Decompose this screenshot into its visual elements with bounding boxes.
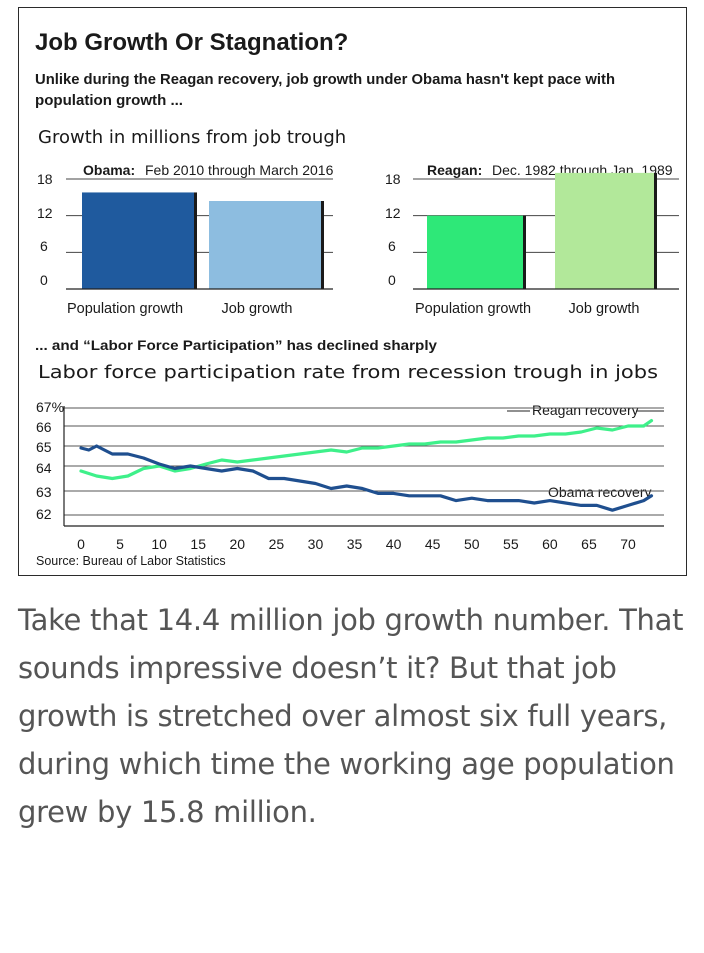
obama-category-jobs: Job growth [222, 301, 293, 317]
line-xtick-20: 20 [230, 536, 246, 552]
reagan-category-population: Population growth [415, 301, 531, 317]
obama-bar-population [82, 192, 194, 289]
reagan-line-label: Reagan recovery [532, 402, 639, 418]
obama-category-population: Population growth [67, 301, 183, 317]
reagan-bar-edge-jobs [654, 172, 657, 289]
obama-recovery-line [79, 444, 654, 512]
obama-panel-title: Feb 2010 through March 2016 [145, 162, 334, 178]
reagan-ytick-0: 0 [388, 272, 396, 288]
line-chart-panel: 67% 66 65 64 63 62 Reagan recovery Obama… [36, 399, 664, 552]
line-xtick-70: 70 [620, 536, 636, 552]
line-xtick-35: 35 [347, 536, 363, 552]
chart-figure: Job Growth Or Stagnation? Unlike during … [18, 7, 687, 576]
obama-bar-edge-jobs [321, 201, 324, 289]
obama-bar-edge-population [194, 192, 197, 289]
line-ytick-67: 67% [36, 399, 64, 415]
reagan-ytick-18: 18 [385, 171, 401, 187]
line-xtick-65: 65 [581, 536, 597, 552]
reagan-bar-population [427, 215, 523, 289]
line-ytick-62: 62 [36, 506, 52, 522]
obama-bar-jobs [209, 201, 321, 289]
obama-bar-panel: 18 12 6 0 Obama: Feb 2010 through March … [37, 162, 334, 317]
section2-subtitle: Labor force participation rate from rece… [38, 362, 658, 383]
source-note: Source: Bureau of Labor Statistics [36, 554, 226, 568]
line-ytick-65: 65 [36, 439, 52, 455]
bars-unit-label: Growth in millions from job trough [38, 127, 346, 148]
obama-panel-title-bold: Obama: [83, 162, 135, 178]
line-ytick-64: 64 [36, 460, 52, 476]
reagan-bar-jobs [555, 172, 654, 289]
section2-title: ... and “Labor Force Participation” has … [35, 337, 437, 353]
line-ytick-66: 66 [36, 419, 52, 435]
reagan-ytick-6: 6 [388, 238, 396, 254]
line-xtick-0: 0 [77, 536, 85, 552]
obama-ytick-0: 0 [40, 272, 48, 288]
reagan-ytick-12: 12 [385, 205, 401, 221]
figure-subtitle-line2: population growth ... [35, 93, 183, 109]
reagan-bar-panel: 18 12 6 0 Reagan: Dec. 1982 through Jan.… [385, 162, 679, 317]
obama-ytick-12: 12 [37, 205, 53, 221]
reagan-category-jobs: Job growth [569, 301, 640, 317]
obama-ytick-6: 6 [40, 238, 48, 254]
obama-ytick-18: 18 [37, 171, 53, 187]
line-xtick-50: 50 [464, 536, 480, 552]
obama-line-label: Obama recovery [548, 484, 651, 500]
line-xtick-55: 55 [503, 536, 519, 552]
line-xtick-10: 10 [151, 536, 167, 552]
line-xtick-30: 30 [308, 536, 324, 552]
line-xtick-45: 45 [425, 536, 441, 552]
article-caption: Take that 14.4 million job growth number… [18, 603, 684, 829]
chart-canvas: Job Growth Or Stagnation? Unlike during … [35, 29, 679, 568]
figure-subtitle-line1: Unlike during the Reagan recovery, job g… [35, 72, 615, 88]
reagan-panel-title-bold: Reagan: [427, 162, 482, 178]
line-xtick-25: 25 [269, 536, 285, 552]
line-xtick-5: 5 [116, 536, 124, 552]
line-ytick-63: 63 [36, 484, 52, 500]
reagan-bar-edge-population [523, 215, 526, 289]
reagan-recovery-line [79, 419, 654, 481]
line-xtick-40: 40 [386, 536, 402, 552]
line-xtick-15: 15 [190, 536, 206, 552]
line-xtick-60: 60 [542, 536, 558, 552]
figure-title: Job Growth Or Stagnation? [35, 29, 348, 56]
